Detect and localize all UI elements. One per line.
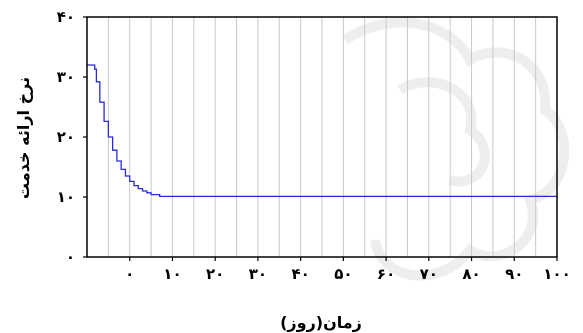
x-tick-label: ۱۰۰ [543,265,570,283]
x-tick-label: ۲۰ [206,265,224,283]
x-axis: ۰ ۱۰ ۲۰ ۳۰ ۴۰ ۵۰ ۶۰ ۷۰ ۸۰ ۹۰ ۱۰۰ [125,257,571,283]
x-tick-label: ۴۰ [291,265,309,283]
x-tick-label: ۰ [125,265,134,283]
x-tick-label: ۷۰ [420,265,438,283]
x-tick-label: ۶۰ [377,265,395,283]
y-tick-label: ۳۰ [57,68,75,86]
x-tick-label: ۸۰ [462,265,480,283]
x-tick-label: ۳۰ [249,265,267,283]
y-tick-label: ۱۰ [57,188,75,206]
watermark [342,17,570,281]
grid [107,17,537,257]
x-tick-label: ۹۰ [505,265,523,283]
y-axis-title: نرخ ارائه خدمت [14,77,33,199]
series-line [87,64,557,198]
x-tick-label: ۵۰ [334,265,352,283]
series [87,64,557,198]
x-axis-title: زمان(روز) [280,313,362,332]
y-tick-label: ۲۰ [57,128,75,146]
y-tick-label: ۴۰ [57,8,75,26]
x-tick-label: ۱۰ [163,265,181,283]
y-tick-label: ۰ [66,248,75,266]
y-axis: ۰ ۱۰ ۲۰ ۳۰ ۴۰ [57,8,87,266]
